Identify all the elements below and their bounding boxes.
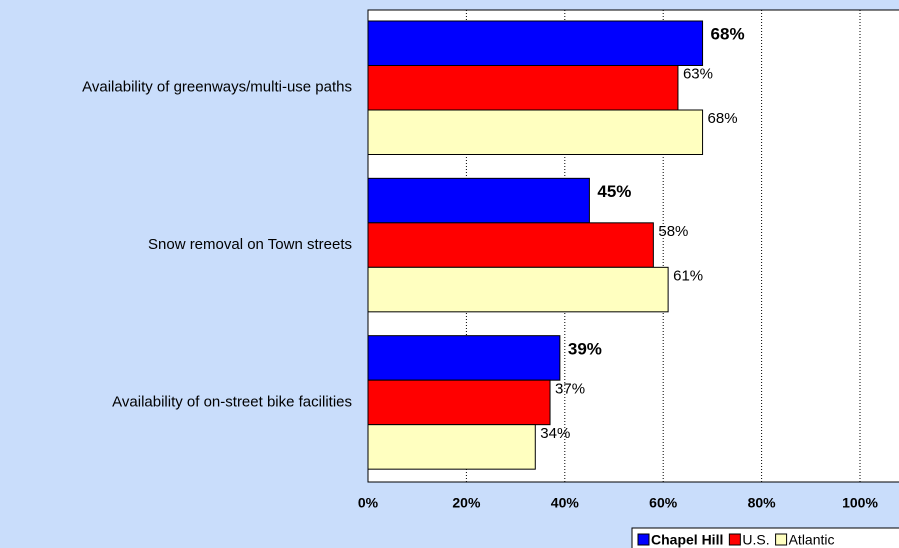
- y-tick-label: Snow removal on Town streets: [148, 236, 352, 253]
- data-label: 34%: [540, 425, 570, 442]
- data-label: 68%: [708, 110, 738, 127]
- legend-label: Atlantic: [789, 532, 835, 548]
- x-tick-label: 60%: [649, 495, 678, 511]
- bar: [367, 335, 561, 381]
- legend-swatch: [775, 533, 788, 546]
- bar: [367, 266, 669, 313]
- data-label: 39%: [568, 339, 602, 358]
- bar: [367, 177, 590, 224]
- data-label: 58%: [658, 223, 688, 240]
- x-tick-label: 20%: [452, 495, 481, 511]
- bar: [367, 379, 551, 426]
- y-tick-label: Availability of greenways/multi-use path…: [82, 79, 352, 96]
- x-tick-label: 40%: [551, 495, 580, 511]
- x-tick-label: 100%: [842, 495, 878, 511]
- data-label: 45%: [597, 182, 631, 201]
- data-label: 63%: [683, 66, 713, 83]
- x-tick-label: 0%: [358, 495, 379, 511]
- legend-swatch: [728, 533, 741, 546]
- x-tick-label: 80%: [748, 495, 777, 511]
- data-label: 61%: [673, 268, 703, 285]
- data-label: 37%: [555, 380, 585, 397]
- legend-label: U.S.: [742, 532, 769, 548]
- y-tick-label: Availability of on-street bike facilitie…: [112, 393, 352, 410]
- legend-label: Chapel Hill: [651, 532, 723, 548]
- bar: [367, 424, 536, 470]
- legend-box: [631, 527, 899, 548]
- data-label: 68%: [711, 25, 745, 44]
- legend-swatch: [637, 533, 650, 546]
- bar: [367, 65, 679, 111]
- bar: [367, 222, 654, 268]
- bar: [367, 109, 704, 155]
- bar: [367, 20, 704, 66]
